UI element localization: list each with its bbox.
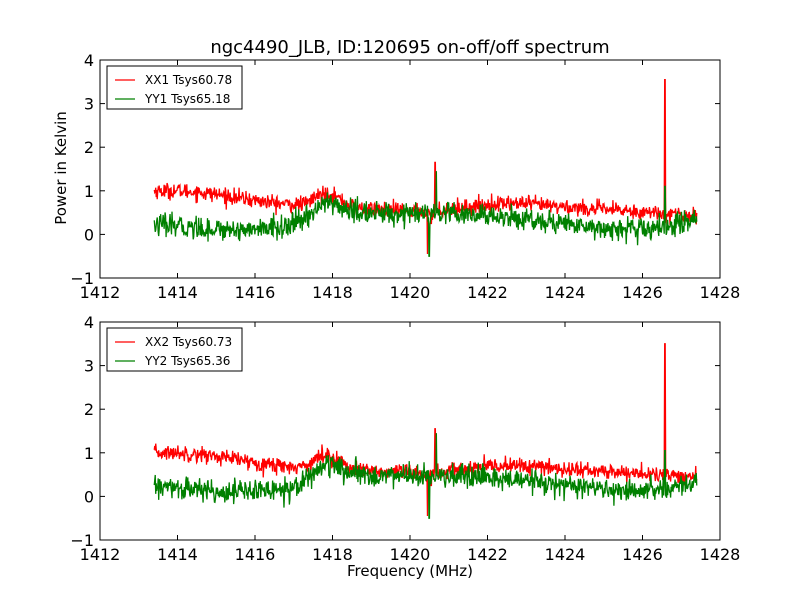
y-tick-label: −1 <box>70 531 94 550</box>
x-tick-label: 1426 <box>622 545 663 564</box>
y-tick-label: 2 <box>84 138 94 157</box>
chart-title: ngc4490_JLB, ID:120695 on-off/off spectr… <box>210 37 609 58</box>
series-line-xx1 <box>153 78 698 255</box>
x-tick-label: 1422 <box>467 545 508 564</box>
x-tick-label: 1424 <box>545 283 586 302</box>
legend-entry: YY1 Tsys65.18 <box>144 92 230 106</box>
x-tick-label: 1420 <box>390 545 431 564</box>
x-tick-label: 1426 <box>622 283 663 302</box>
x-tick-label: 1414 <box>157 545 198 564</box>
x-tick-label: 1412 <box>80 545 121 564</box>
y-tick-label: 0 <box>84 487 94 506</box>
series-line-yy2 <box>153 433 698 519</box>
y-tick-label: −1 <box>70 269 94 288</box>
y-tick-label: 4 <box>84 51 94 70</box>
x-tick-label: 1424 <box>545 545 586 564</box>
x-tick-label: 1428 <box>700 283 741 302</box>
legend-entry: YY2 Tsys65.36 <box>144 354 230 368</box>
legend-entry: XX1 Tsys60.78 <box>145 73 232 87</box>
y-tick-label: 3 <box>84 357 94 376</box>
y-tick-label: 2 <box>84 400 94 419</box>
y-tick-label: 1 <box>84 182 94 201</box>
legend: XX2 Tsys60.73 YY2 Tsys65.36 <box>106 327 243 372</box>
legend-box <box>106 65 243 110</box>
y-axis-label: Power in Kelvin <box>52 111 70 225</box>
x-tick-label: 1416 <box>235 545 276 564</box>
y-tick-label: 0 <box>84 225 94 244</box>
x-axis-label: Frequency (MHz) <box>347 562 473 580</box>
x-tick-label: 1420 <box>390 283 431 302</box>
x-tick-label: 1428 <box>700 545 741 564</box>
y-tick-label: 3 <box>84 95 94 114</box>
legend-entry: XX2 Tsys60.73 <box>145 335 232 349</box>
legend: XX1 Tsys60.78 YY1 Tsys65.18 <box>106 65 243 110</box>
x-tick-label: 1412 <box>80 283 121 302</box>
y-tick-label: 1 <box>84 444 94 463</box>
x-tick-label: 1422 <box>467 283 508 302</box>
x-tick-label: 1418 <box>312 283 353 302</box>
panel-2: 1412 1414 1416 1418 1420 1422 1424 1426 1428 −1 0 1… <box>70 313 740 564</box>
y-tick-label: 4 <box>84 313 94 332</box>
panel-1: 1412 1414 1416 1418 1420 1422 1424 1426 1428 −1 0 1… <box>70 51 740 302</box>
x-tick-label: 1416 <box>235 283 276 302</box>
x-tick-label: 1418 <box>312 545 353 564</box>
x-tick-label: 1414 <box>157 283 198 302</box>
series-line-yy1 <box>153 171 698 257</box>
legend-box <box>106 327 243 372</box>
